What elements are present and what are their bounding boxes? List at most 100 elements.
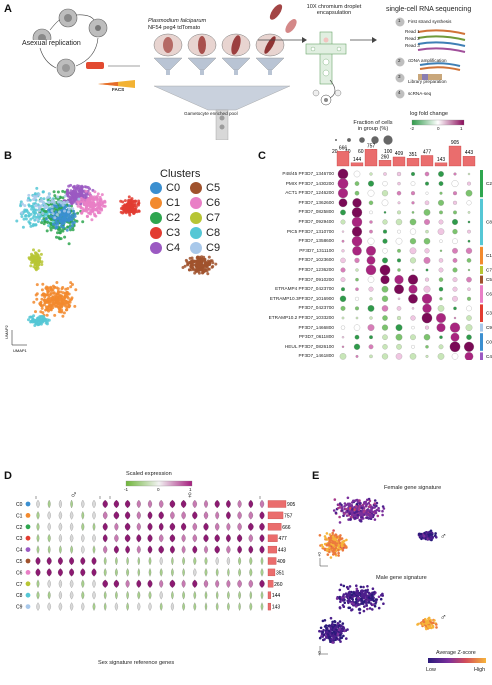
dotplot-dot	[396, 191, 402, 196]
dotplot-gene-labels: P48/45 PF3D7_1346700 PMIX PF3D7_1430200 AC…	[250, 0, 334, 360]
dotplot-dot	[396, 343, 402, 350]
size-legend-value: 20	[332, 149, 338, 155]
violin-shape	[147, 534, 153, 543]
signature-umap-point	[425, 531, 428, 534]
dotplot-dot	[411, 307, 415, 310]
signature-umap-point	[422, 534, 426, 538]
dotplot-gene-label: PF3D7_0825800	[298, 209, 334, 215]
cluster-legend-title: Clusters	[160, 168, 201, 180]
dotplot-dot	[340, 257, 346, 264]
violin-shape	[102, 499, 108, 509]
signature-umap-point	[435, 623, 438, 626]
cluster-size-bar	[392, 156, 406, 167]
violin-shape	[249, 556, 253, 566]
signature-umap-point	[328, 546, 331, 550]
signature-umap-point	[426, 625, 430, 628]
se-tick-0: 0	[157, 487, 160, 492]
violin-shape	[192, 522, 198, 531]
signature-umap-point	[342, 627, 346, 630]
signature-umap-point	[429, 529, 433, 533]
violin-shape	[103, 591, 107, 600]
zscore-colorbar	[428, 658, 486, 663]
scaled-expression-colorbar	[125, 480, 193, 487]
violin-shape	[182, 591, 185, 600]
dotplot-dot	[337, 168, 349, 180]
signature-umap-point	[351, 513, 354, 516]
dotplot-dot	[453, 210, 457, 215]
dotplot-dot	[411, 172, 415, 176]
dotplot-dot	[423, 209, 431, 216]
signature-umap-point	[374, 511, 378, 515]
dotplot-dot	[382, 219, 388, 225]
dotplot-dot	[467, 220, 471, 224]
signature-umap-point	[334, 626, 337, 629]
signature-umap-point	[359, 590, 363, 593]
violin-shape	[92, 579, 96, 588]
violin-row-label: C2	[16, 525, 23, 531]
dotplot-gene-label: PF3D7_0929400	[298, 219, 334, 224]
violin-shape	[248, 534, 254, 543]
signature-umap-point	[323, 548, 327, 552]
panel-e-label: E	[312, 470, 320, 482]
violin-shape	[148, 591, 152, 600]
dotplot-dot	[424, 219, 430, 225]
signature-umap-point	[372, 513, 375, 517]
violin-count-bar	[267, 557, 277, 565]
signature-umap-point	[362, 585, 365, 589]
signature-umap-point	[350, 601, 354, 605]
signature-umap-point	[335, 597, 339, 600]
signature-umap-point	[343, 502, 347, 505]
violin-shape	[237, 499, 242, 509]
signature-umap-point	[334, 511, 338, 515]
violin-shape	[249, 602, 253, 611]
dotplot-dot	[437, 305, 445, 312]
violin-shape	[57, 556, 63, 566]
signature-umap-point	[422, 536, 426, 540]
gametocyte-timepoints	[153, 4, 297, 75]
signature-umap-point	[329, 616, 333, 620]
violin-shape	[124, 499, 131, 509]
signature-umap-point	[345, 538, 348, 542]
signature-umap-point	[331, 535, 335, 538]
violin-shape	[247, 522, 254, 531]
violin-shape	[137, 568, 140, 577]
male-signature-title: Male gene signature	[376, 575, 427, 581]
dotplot-dot	[397, 297, 401, 300]
average-zscore-title: Average Z-score	[436, 650, 476, 656]
dotplot-dot	[369, 354, 373, 359]
dotplot-dot	[425, 345, 429, 349]
violin-shape	[147, 511, 153, 520]
dotplot-gene-label: ETRAMP10.2 PF3D7_1033200	[268, 315, 334, 320]
dotplot-dot	[438, 287, 444, 292]
signature-umap-point	[342, 584, 346, 588]
dotplot-dot	[353, 343, 361, 350]
violin-shape	[58, 591, 62, 600]
signature-umap-point	[428, 533, 432, 536]
violin-shape	[248, 511, 254, 520]
dotplot-dot	[395, 333, 403, 341]
violin-shape	[180, 522, 187, 531]
signature-umap-point	[428, 537, 432, 540]
signature-umap-point	[322, 628, 325, 632]
gametocyte-pool-funnel	[153, 85, 291, 140]
violin-shape	[92, 545, 96, 554]
violin-shape	[192, 534, 198, 543]
dotplot-dot	[355, 277, 359, 282]
violin-shape	[192, 511, 198, 520]
dotplot-dot	[354, 257, 360, 263]
signature-umap-point	[382, 507, 386, 510]
violin-row-label: C1	[16, 513, 23, 519]
cluster-size-bar	[350, 162, 364, 167]
violin-shape	[147, 522, 153, 531]
dotplot-dot	[397, 229, 401, 234]
violin-shape	[215, 556, 219, 566]
violin-count-bar	[267, 580, 274, 588]
signature-umap-point	[348, 585, 352, 588]
zscore-low: Low	[426, 667, 436, 673]
signature-umap-point	[362, 596, 366, 600]
signature-umap-point	[349, 506, 352, 510]
signature-umap-point	[331, 531, 334, 535]
violin-shape	[92, 511, 96, 520]
signature-umap-point	[333, 630, 336, 634]
signature-umap-point	[377, 595, 381, 599]
